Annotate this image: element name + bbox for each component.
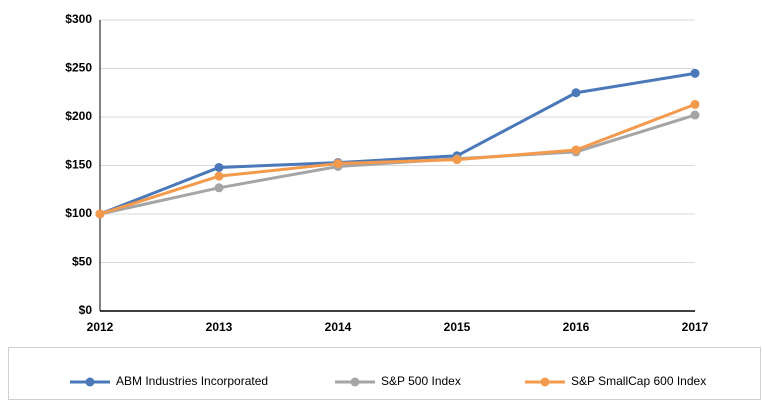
series-line xyxy=(99,113,696,216)
data-point xyxy=(571,88,581,98)
data-point xyxy=(95,209,105,219)
legend-label: S&P 500 Index xyxy=(381,374,461,388)
data-point xyxy=(214,162,224,172)
legend-label: S&P SmallCap 600 Index xyxy=(571,374,706,388)
legend-marker xyxy=(540,377,550,387)
y-tick-label: $250 xyxy=(65,61,92,75)
legend-marker xyxy=(350,377,360,387)
data-point xyxy=(452,155,462,165)
data-point xyxy=(690,68,700,78)
data-point xyxy=(214,183,224,193)
data-point xyxy=(690,99,700,109)
x-tick-label: 2015 xyxy=(444,320,471,334)
series-line xyxy=(99,102,696,216)
legend: ABM Industries Incorporated S&P 500 Index… xyxy=(70,374,706,388)
y-tick-label: $0 xyxy=(79,303,93,317)
y-tick-label: $100 xyxy=(65,206,92,220)
x-tick-label: 2012 xyxy=(87,320,114,334)
series-line xyxy=(99,71,696,216)
x-tick-label: 2017 xyxy=(682,320,709,334)
data-point xyxy=(690,110,700,120)
y-tick-label: $50 xyxy=(72,255,92,269)
x-tick-label: 2013 xyxy=(206,320,233,334)
x-tick-label: 2014 xyxy=(325,320,352,334)
y-tick-label: $300 xyxy=(65,12,92,26)
data-point xyxy=(571,145,581,155)
legend-marker xyxy=(85,377,95,387)
data-point xyxy=(214,171,224,181)
y-tick-label: $200 xyxy=(65,109,92,123)
data-point xyxy=(333,159,343,169)
legend-label: ABM Industries Incorporated xyxy=(116,374,268,388)
legend-box xyxy=(8,347,761,400)
y-tick-label: $150 xyxy=(65,158,92,172)
x-tick-label: 2016 xyxy=(563,320,590,334)
